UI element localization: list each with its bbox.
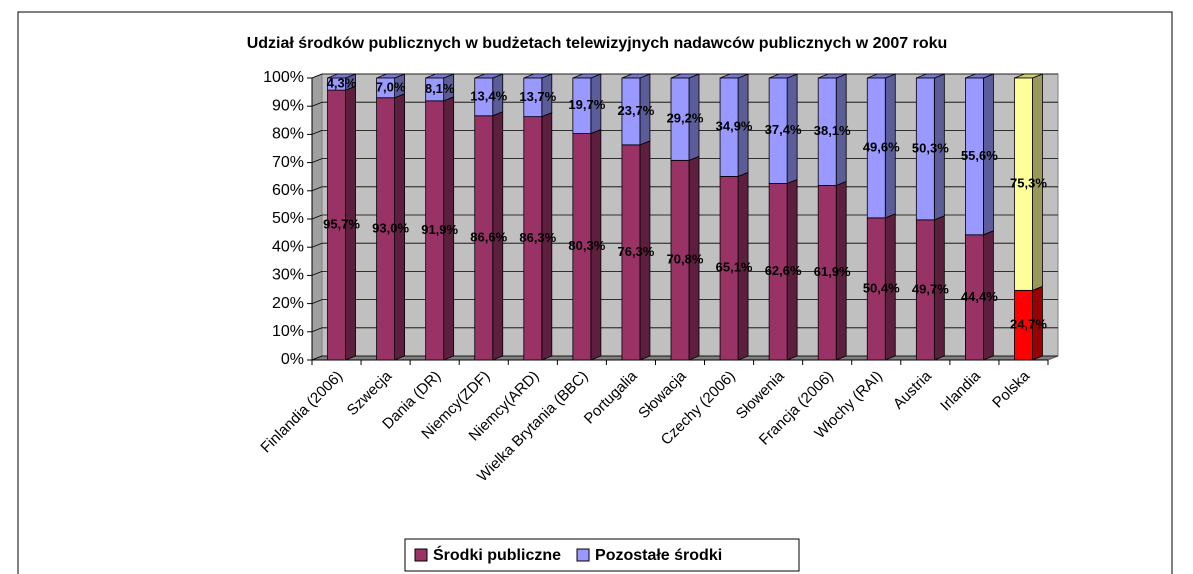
y-tick-label: 90% <box>272 97 304 114</box>
bar <box>768 77 788 184</box>
grid-line-side <box>311 130 323 135</box>
grid-line-side <box>311 271 323 276</box>
data-label: 55,6% <box>961 148 998 163</box>
data-label: 50,3% <box>912 140 949 155</box>
grid-line-side <box>311 242 323 248</box>
bar <box>621 77 641 146</box>
bar <box>719 77 739 177</box>
legend-swatch <box>414 548 428 562</box>
y-tick-label: 20% <box>272 295 304 312</box>
grid-line-side <box>311 101 323 107</box>
chart-title: Udział środków publicznych w budżetach t… <box>247 35 948 52</box>
bar <box>670 77 690 161</box>
data-label: 24,7% <box>1010 317 1047 332</box>
data-label: 23,7% <box>617 103 654 118</box>
data-label: 75,3% <box>1010 176 1047 191</box>
data-label: 86,6% <box>470 229 507 244</box>
grid-line-side <box>311 355 323 361</box>
y-tick-label: 80% <box>272 126 304 143</box>
data-label: 8,1% <box>425 81 455 96</box>
bar <box>474 77 494 117</box>
grid-line-side <box>311 186 323 192</box>
bar <box>523 77 543 118</box>
data-label: 13,4% <box>470 88 507 103</box>
data-label: 93,0% <box>372 220 409 235</box>
data-label: 49,6% <box>863 139 900 154</box>
y-tick-label: 0% <box>281 351 304 368</box>
data-label: 95,7% <box>323 217 360 232</box>
y-tick-label: 100% <box>263 69 304 86</box>
data-label: 76,3% <box>617 244 654 259</box>
bar <box>965 77 984 236</box>
data-label: 86,3% <box>519 230 556 245</box>
bar <box>1014 77 1033 291</box>
y-tick-label: 40% <box>272 238 304 255</box>
bar <box>866 77 886 219</box>
bar <box>376 77 396 99</box>
data-label: 62,6% <box>765 263 802 278</box>
y-tick-label: 30% <box>272 267 304 284</box>
legend-label: Środki publiczne <box>433 545 561 564</box>
data-label: 7,0% <box>376 79 406 94</box>
data-label: 50,4% <box>863 280 900 295</box>
bar <box>425 77 445 102</box>
grid-line-side <box>311 73 323 79</box>
data-label: 65,1% <box>716 260 753 275</box>
bar <box>327 77 346 91</box>
grid-line-side <box>311 299 323 304</box>
y-tick-label: 50% <box>272 210 304 227</box>
grid-line-side <box>311 327 323 333</box>
y-tick-label: 10% <box>272 323 304 340</box>
data-label: 4,3% <box>327 76 357 91</box>
legend-box <box>404 538 800 572</box>
data-label: 80,3% <box>568 238 605 253</box>
data-label: 34,9% <box>716 119 753 134</box>
data-label: 37,4% <box>765 122 802 137</box>
bar <box>572 77 592 134</box>
grid-line-side <box>311 214 323 220</box>
y-tick-label: 70% <box>272 154 304 171</box>
data-label: 38,1% <box>814 123 851 138</box>
y-tick-label: 60% <box>272 182 304 199</box>
data-label: 91,9% <box>421 222 458 237</box>
data-label: 13,7% <box>519 89 556 104</box>
grid-line-side <box>311 158 323 163</box>
data-label: 49,7% <box>912 281 949 296</box>
legend-swatch <box>576 548 590 562</box>
legend-label: Pozostałe środki <box>595 547 722 564</box>
data-label: 70,8% <box>667 252 704 267</box>
data-label: 61,9% <box>814 264 851 279</box>
data-label: 29,2% <box>667 111 704 126</box>
bar <box>915 77 935 221</box>
bar <box>817 77 837 186</box>
data-label: 44,4% <box>961 289 998 304</box>
data-label: 19,7% <box>568 97 605 112</box>
